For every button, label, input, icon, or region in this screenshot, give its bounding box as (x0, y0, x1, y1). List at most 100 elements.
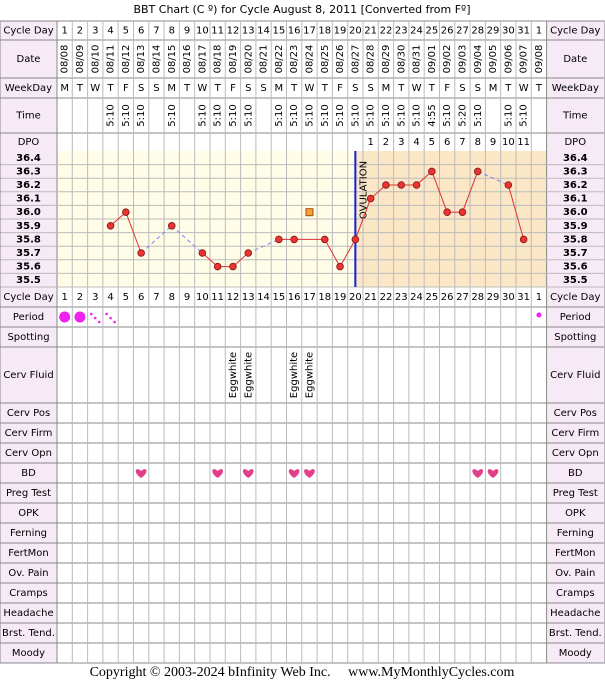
row-label: Cramps (556, 588, 595, 599)
row-label: Cerv Firm (5, 428, 53, 439)
cycle-day: 16 (288, 26, 301, 37)
date: 08/08 (60, 45, 71, 74)
cycle-day: 14 (257, 292, 270, 303)
row-label: Cerv Pos (554, 408, 597, 419)
cycle-day: 3 (92, 292, 98, 303)
row-label: Time (15, 111, 40, 122)
temp-line (339, 239, 356, 267)
weekday: M (60, 83, 69, 94)
cycle-day: 18 (318, 26, 331, 37)
cycle-day: 5 (123, 26, 129, 37)
row-label: BD (568, 468, 583, 479)
y-tick-label: 36.3 (16, 166, 41, 177)
time: 5:10 (289, 104, 300, 126)
time: 5:10 (121, 104, 132, 126)
temp-point (412, 181, 421, 189)
cycle-day: 6 (138, 26, 144, 37)
date: 08/31 (412, 45, 423, 74)
temp-point (106, 222, 115, 230)
cycle-day: 11 (211, 292, 224, 303)
cycle-day: 27 (456, 26, 469, 37)
y-tick-label: 35.5 (563, 275, 588, 286)
row-label: Time (562, 111, 587, 122)
row-label: Ov. Pain (8, 568, 48, 579)
dpo: 4 (413, 137, 419, 148)
time: 5:10 (396, 104, 407, 126)
bd-heart (288, 469, 300, 478)
temp-point (229, 262, 237, 271)
dpo: 1 (367, 137, 373, 148)
temp-line (431, 171, 448, 213)
time: 5:10 (519, 104, 530, 126)
time: 5:10 (274, 104, 285, 126)
time: 5:10 (213, 104, 224, 126)
row-label: Ov. Pain (555, 568, 595, 579)
bd-heart (212, 469, 224, 478)
weekday: F (123, 83, 129, 94)
date: 08/19 (228, 45, 239, 74)
date: 09/06 (503, 45, 514, 74)
weekday: T (106, 83, 114, 94)
row-label: Date (563, 54, 587, 65)
cycle-day: 9 (184, 292, 190, 303)
y-tick-label: 35.5 (16, 275, 41, 286)
cycle-day: 20 (349, 292, 362, 303)
period-dot (93, 316, 97, 320)
date: 09/01 (427, 45, 438, 74)
temp-line (125, 212, 142, 254)
y-tick-label: 36.2 (16, 180, 41, 191)
date: 09/07 (519, 45, 530, 74)
y-tick-label: 36.4 (16, 153, 41, 164)
cycle-day: 4 (107, 26, 113, 37)
row-label: Headache (550, 608, 600, 619)
cycle-day: 23 (395, 292, 408, 303)
weekday: T (321, 83, 329, 94)
row-label: Spotting (554, 332, 596, 343)
temp-line (461, 171, 479, 213)
cycle-day: 29 (487, 292, 500, 303)
table-bg (0, 20, 605, 664)
cycle-day: 11 (211, 26, 224, 37)
row-label: Headache (3, 608, 53, 619)
row-label: Brst. Tend. (549, 628, 602, 639)
weekday: S (352, 83, 358, 94)
date: 08/11 (106, 45, 117, 74)
temp-point (366, 194, 375, 203)
temp-point (351, 235, 360, 244)
temp-line (477, 170, 509, 186)
cerv-fluid: Eggwhite (243, 352, 254, 398)
weekday: M (275, 83, 284, 94)
row-label: WeekDay (5, 83, 52, 94)
cycle-day: 31 (517, 292, 530, 303)
row-label: Cerv Firm (551, 428, 599, 439)
y-tick-label: 35.6 (563, 262, 588, 273)
temp-point (382, 181, 390, 189)
cycle-day: 17 (303, 26, 316, 37)
temp-point (167, 222, 176, 230)
y-tick-label: 35.7 (563, 248, 588, 259)
row-label: Cycle Day (550, 26, 600, 37)
period-dot (97, 320, 101, 324)
y-tick-label: 35.8 (563, 234, 588, 245)
temp-point (428, 167, 436, 176)
date: 08/22 (274, 45, 285, 74)
cycle-day: 31 (517, 26, 530, 37)
weekday: T (428, 83, 436, 94)
y-tick-label: 35.7 (16, 248, 41, 259)
row-label: BD (21, 468, 36, 479)
row-label: FertMon (8, 548, 48, 559)
weekday: W (412, 83, 422, 94)
cycle-day: 19 (334, 26, 347, 37)
period-dot (105, 312, 108, 316)
weekday: W (519, 83, 529, 94)
weekday: W (197, 83, 207, 94)
temp-line (324, 239, 341, 267)
date: 08/17 (197, 45, 208, 74)
dpo: 11 (517, 137, 530, 148)
dpo: 6 (444, 137, 450, 148)
cycle-day: 28 (471, 292, 484, 303)
dpo: 5 (429, 137, 435, 148)
y-tick-label: 36.1 (16, 194, 41, 205)
time: 5:10 (503, 104, 514, 126)
